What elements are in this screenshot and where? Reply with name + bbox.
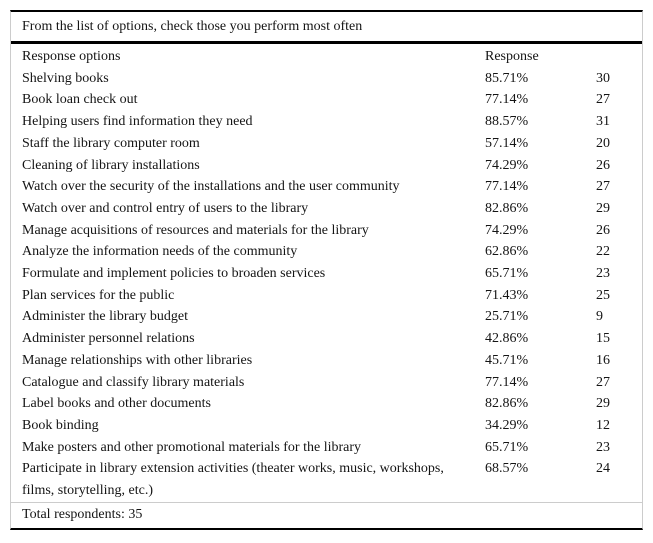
row-percentage: 45.71% <box>485 352 529 368</box>
header-response-label: Response <box>485 49 539 64</box>
row-label: Manage relationships with other librarie… <box>22 352 253 368</box>
row-label: Cleaning of library installations <box>22 157 200 173</box>
table-title: From the list of options, check those yo… <box>11 12 642 44</box>
table-row: Label books and other documents 82.86% 2… <box>11 393 642 415</box>
row-count: 27 <box>596 92 610 108</box>
table-row: Manage relationships with other librarie… <box>11 350 642 372</box>
table-row: Plan services for the public 71.43% 25 <box>11 285 642 307</box>
table-row: Staff the library computer room 57.14% 2… <box>11 133 642 155</box>
row-count: 20 <box>596 135 610 151</box>
table-row: Shelving books 85.71% 30 <box>11 68 642 90</box>
table-row: Cleaning of library installations 74.29%… <box>11 155 642 177</box>
row-label: Make posters and other promotional mater… <box>22 439 362 455</box>
row-percentage: 25.71% <box>485 309 529 325</box>
survey-table: From the list of options, check those yo… <box>10 10 643 531</box>
table-row: Book binding 34.29% 12 <box>11 415 642 437</box>
row-label: Administer the library budget <box>22 309 189 325</box>
row-count: 29 <box>596 396 610 412</box>
row-percentage: 42.86% <box>485 331 529 347</box>
row-percentage: 57.14% <box>485 135 529 151</box>
table-row: Helping users find information they need… <box>11 111 642 133</box>
column-header-row: Response options Response <box>11 46 642 68</box>
row-count: 26 <box>596 157 610 173</box>
row-label: Helping users find information they need <box>22 114 253 130</box>
row-count: 16 <box>596 352 610 368</box>
table-body: Response options Response Shelving books… <box>11 44 642 528</box>
row-percentage: 65.71% <box>485 266 529 282</box>
table-row: Watch over the security of the installat… <box>11 176 642 198</box>
table-row: Book loan check out 77.14% 27 <box>11 89 642 111</box>
row-count: 23 <box>596 439 610 455</box>
row-percentage: 77.14% <box>485 179 529 195</box>
row-percentage: 82.86% <box>485 396 529 412</box>
header-response-options: Response options <box>22 49 121 64</box>
row-label: Watch over and control entry of users to… <box>22 200 309 216</box>
table-row: Administer the library budget 25.71% 9 <box>11 306 642 328</box>
row-percentage: 68.57% <box>485 461 529 477</box>
row-count: 9 <box>596 309 603 325</box>
row-percentage: 65.71% <box>485 439 529 455</box>
row-percentage: 71.43% <box>485 287 529 303</box>
table-row: Manage acquisitions of resources and mat… <box>11 220 642 242</box>
rows-container: Shelving books 85.71% 30 Book loan check… <box>11 68 642 502</box>
row-label: Book binding <box>22 417 99 433</box>
row-count: 30 <box>596 70 610 86</box>
row-label: Plan services for the public <box>22 287 175 303</box>
row-label: Staff the library computer room <box>22 135 200 151</box>
table-row: Participate in library extension activit… <box>11 458 642 501</box>
row-count: 27 <box>596 179 610 195</box>
table-row: Make posters and other promotional mater… <box>11 437 642 459</box>
row-count: 12 <box>596 417 610 433</box>
table-row: Catalogue and classify library materials… <box>11 372 642 394</box>
row-label: Catalogue and classify library materials <box>22 374 245 390</box>
row-percentage: 34.29% <box>485 417 529 433</box>
row-count: 31 <box>596 114 610 130</box>
row-percentage: 62.86% <box>485 244 529 260</box>
row-percentage: 88.57% <box>485 114 529 130</box>
row-count: 23 <box>596 266 610 282</box>
row-count: 27 <box>596 374 610 390</box>
table-row: Administer personnel relations 42.86% 15 <box>11 328 642 350</box>
total-respondents: Total respondents: 35 <box>11 501 642 529</box>
row-label: Formulate and implement policies to broa… <box>22 266 326 282</box>
row-count: 29 <box>596 200 610 216</box>
row-count: 24 <box>596 461 610 477</box>
row-count: 22 <box>596 244 610 260</box>
table-row: Watch over and control entry of users to… <box>11 198 642 220</box>
table-row: Formulate and implement policies to broa… <box>11 263 642 285</box>
row-label: Manage acquisitions of resources and mat… <box>22 222 369 238</box>
row-label: Label books and other documents <box>22 396 211 412</box>
row-percentage: 85.71% <box>485 70 529 86</box>
table-row: Analyze the information needs of the com… <box>11 241 642 263</box>
row-label: Participate in library extension activit… <box>22 461 444 499</box>
row-label: Analyze the information needs of the com… <box>22 244 298 260</box>
row-percentage: 74.29% <box>485 222 529 238</box>
row-count: 25 <box>596 287 610 303</box>
row-label: Watch over the security of the installat… <box>22 179 400 195</box>
row-percentage: 77.14% <box>485 92 529 108</box>
row-label: Administer personnel relations <box>22 331 195 347</box>
row-percentage: 74.29% <box>485 157 529 173</box>
row-percentage: 82.86% <box>485 200 529 216</box>
row-label: Shelving books <box>22 70 109 86</box>
row-count: 26 <box>596 222 610 238</box>
row-count: 15 <box>596 331 610 347</box>
row-label: Book loan check out <box>22 92 138 108</box>
row-percentage: 77.14% <box>485 374 529 390</box>
